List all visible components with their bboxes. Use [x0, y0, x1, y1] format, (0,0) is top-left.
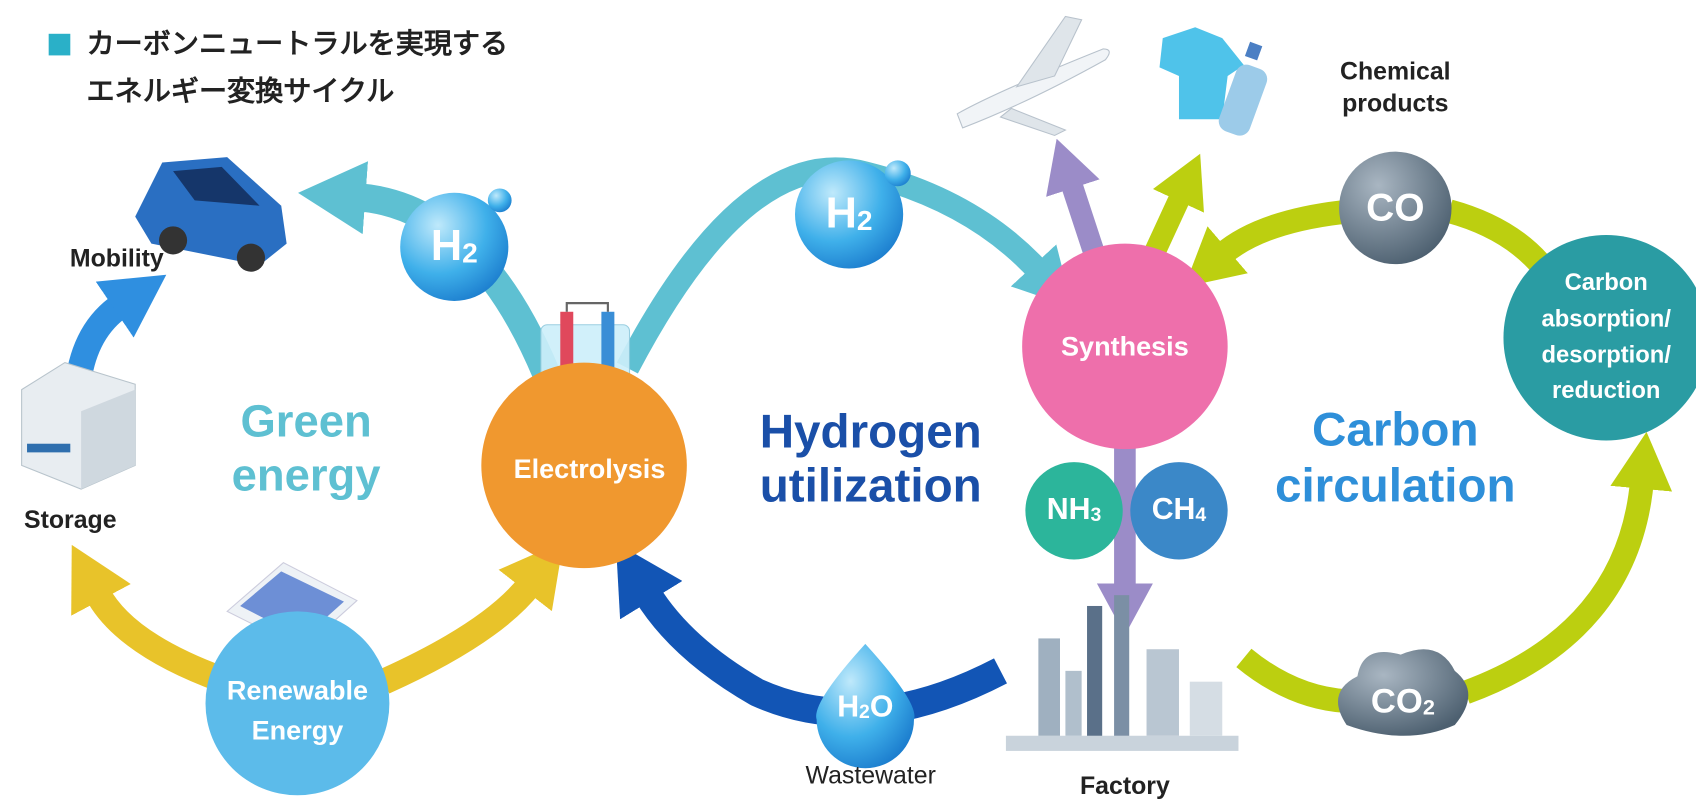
chemical-label: products [1342, 90, 1448, 118]
synthesis-node [1022, 243, 1228, 450]
shirt-bottle-icon [1159, 27, 1268, 136]
nh3-node [1025, 462, 1123, 560]
airplane-icon [956, 15, 1110, 137]
arrow [615, 542, 1007, 727]
formula-part: CO [1371, 682, 1423, 720]
carbon-process-node [1503, 235, 1696, 441]
arrow [1046, 138, 1105, 258]
h2-bubble [400, 192, 509, 301]
formula-sub: 2 [857, 205, 873, 236]
arrows [64, 138, 1673, 727]
arrow [1446, 199, 1551, 274]
cycle-label: energy [232, 449, 382, 500]
formula: CO [1366, 186, 1424, 229]
electrolysis-node [481, 362, 687, 569]
formula-sub: 2 [462, 238, 478, 269]
title-line: カーボンニュートラルを実現する [87, 28, 509, 59]
renewable-label: Energy [252, 716, 344, 746]
cycle-label: Green [240, 395, 371, 446]
formula-part: H [826, 190, 857, 238]
ch4-node [1130, 462, 1228, 560]
co-node [1339, 151, 1452, 265]
arrow [71, 544, 227, 692]
carbon-process-label: reduction [1552, 377, 1660, 404]
formula-sub: 3 [1091, 504, 1102, 526]
storage-label: Storage [24, 506, 117, 534]
formula: CH4 [1152, 493, 1207, 527]
cycle-label: circulation [1275, 460, 1516, 513]
h2o-drop [816, 643, 915, 769]
formula-part: CH [1152, 493, 1196, 526]
formula-part: H [431, 222, 462, 270]
co2-cloud [1337, 649, 1469, 736]
formula: CO2 [1371, 682, 1435, 720]
carbon-process-label: Carbon [1565, 269, 1648, 296]
formula: NH3 [1047, 493, 1102, 527]
factory-label: Factory [1080, 772, 1170, 800]
car-icon [135, 157, 287, 272]
arrow [1461, 431, 1673, 704]
formula: H2 [431, 222, 478, 270]
storage-icon [21, 362, 136, 490]
cycle-label: utilization [760, 460, 982, 513]
factory-icon [1005, 595, 1239, 751]
formula-sub: 2 [1423, 694, 1435, 719]
mobility-label: Mobility [70, 244, 164, 272]
wastewater-label: Wastewater [806, 761, 936, 789]
electrolysis-label: Electrolysis [514, 454, 666, 484]
formula-sub: 4 [1195, 504, 1206, 526]
formula: H2O [837, 691, 893, 724]
bubble-dot [884, 160, 911, 187]
bubble-dot [487, 188, 512, 213]
carbon-process-label: absorption/ [1541, 306, 1671, 333]
cycle-label: Carbon [1312, 403, 1479, 456]
chemical-label: Chemical [1340, 57, 1451, 85]
arrow [378, 541, 564, 694]
synthesis-label: Synthesis [1061, 332, 1189, 362]
arrow [1236, 648, 1348, 714]
formula-part: H [837, 691, 859, 724]
formula-part: NH [1047, 493, 1091, 526]
title-line: エネルギー変換サイクル [87, 76, 395, 107]
cycle-label: Hydrogen [760, 406, 982, 459]
renewable-label: Renewable [227, 676, 368, 706]
title-bullet [48, 33, 71, 56]
arrow [1145, 153, 1204, 256]
renewable-node [205, 611, 390, 796]
h2-bubble [795, 160, 904, 269]
arrow [1184, 200, 1343, 287]
carbon-process-label: desorption/ [1541, 341, 1671, 368]
formula: H2 [826, 190, 873, 238]
formula-sub: 2 [859, 701, 870, 723]
formula-part: O [870, 691, 894, 724]
